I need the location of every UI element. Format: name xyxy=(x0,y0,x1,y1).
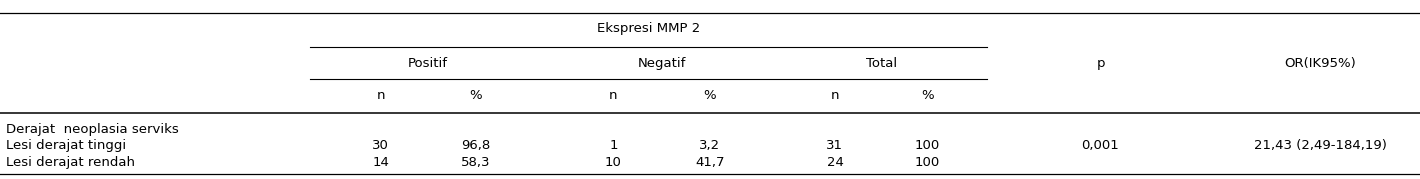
Text: %: % xyxy=(470,89,481,102)
Text: Lesi derajat rendah: Lesi derajat rendah xyxy=(6,156,135,169)
Text: Derajat  neoplasia serviks: Derajat neoplasia serviks xyxy=(6,123,179,136)
Text: 21,43 (2,49-184,19): 21,43 (2,49-184,19) xyxy=(1254,139,1387,152)
Text: %: % xyxy=(704,89,716,102)
Text: 10: 10 xyxy=(605,156,622,169)
Text: Positif: Positif xyxy=(408,57,449,70)
Text: Lesi derajat tinggi: Lesi derajat tinggi xyxy=(6,139,126,152)
Text: %: % xyxy=(922,89,933,102)
Text: Total: Total xyxy=(866,57,896,70)
Text: n: n xyxy=(376,89,385,102)
Text: 58,3: 58,3 xyxy=(462,156,490,169)
Text: 41,7: 41,7 xyxy=(696,156,724,169)
Text: 31: 31 xyxy=(826,139,843,152)
Text: n: n xyxy=(609,89,618,102)
Text: 0,001: 0,001 xyxy=(1082,139,1119,152)
Text: 100: 100 xyxy=(914,139,940,152)
Text: n: n xyxy=(831,89,839,102)
Text: OR(IK95%): OR(IK95%) xyxy=(1285,57,1356,70)
Text: 1: 1 xyxy=(609,139,618,152)
Text: 100: 100 xyxy=(914,156,940,169)
Text: 30: 30 xyxy=(372,139,389,152)
Text: 96,8: 96,8 xyxy=(462,139,490,152)
Text: 14: 14 xyxy=(372,156,389,169)
Text: Ekspresi MMP 2: Ekspresi MMP 2 xyxy=(596,22,700,35)
Text: Negatif: Negatif xyxy=(638,57,686,70)
Text: 3,2: 3,2 xyxy=(700,139,720,152)
Text: 24: 24 xyxy=(826,156,843,169)
Text: p: p xyxy=(1096,57,1105,70)
